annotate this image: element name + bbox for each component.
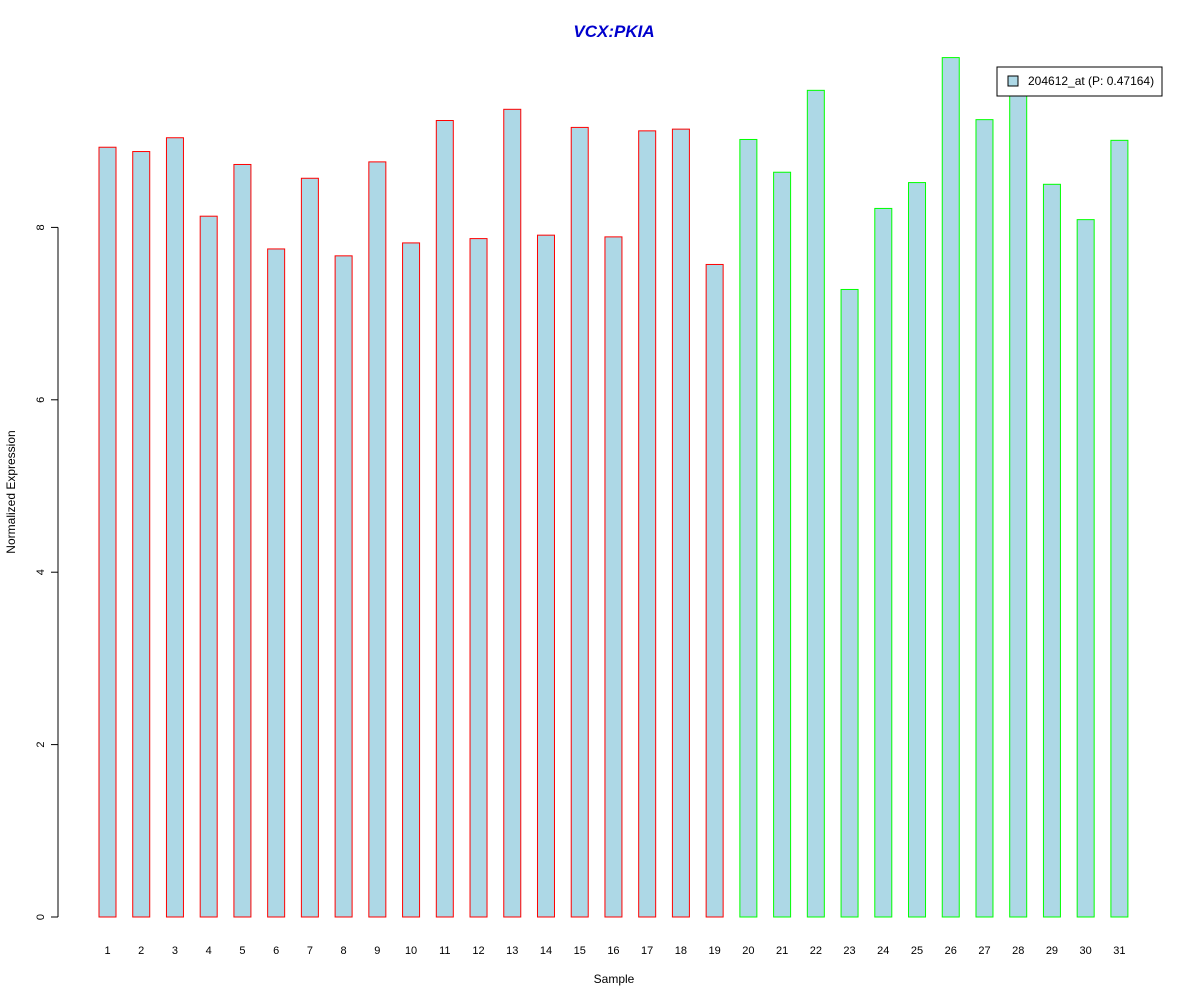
x-tick-label: 16 bbox=[607, 945, 619, 957]
x-axis-label: Sample bbox=[594, 972, 635, 986]
bar-sample-20 bbox=[739, 138, 758, 918]
x-tick-label: 11 bbox=[439, 945, 450, 957]
x-tick-label: 10 bbox=[405, 945, 417, 957]
bar-sample-9 bbox=[368, 161, 387, 918]
bar-sample-29 bbox=[1042, 183, 1061, 918]
chart-title: VCX:PKIA bbox=[573, 22, 654, 41]
x-tick-label: 21 bbox=[776, 945, 788, 957]
y-tick-label: 4 bbox=[35, 569, 47, 575]
bar-sample-27 bbox=[975, 119, 994, 918]
bar-sample-10 bbox=[402, 242, 421, 918]
x-tick-label: 22 bbox=[810, 945, 822, 957]
x-tick-label: 13 bbox=[506, 945, 518, 957]
bar-sample-3 bbox=[165, 137, 184, 918]
y-tick-label: 6 bbox=[35, 397, 47, 403]
bar-sample-6 bbox=[267, 248, 286, 918]
x-tick-label: 8 bbox=[341, 945, 347, 957]
bar-sample-14 bbox=[536, 234, 555, 918]
y-axis-label: Normalized Expression bbox=[4, 430, 18, 553]
legend: 204612_at (P: 0.47164) bbox=[996, 66, 1163, 97]
y-tick-label: 8 bbox=[35, 224, 47, 230]
bar-sample-24 bbox=[874, 207, 893, 918]
bar-sample-31 bbox=[1110, 139, 1129, 918]
x-tick-label: 12 bbox=[472, 945, 484, 957]
x-tick-label: 6 bbox=[273, 945, 279, 957]
bars bbox=[98, 57, 1129, 918]
bar-sample-26 bbox=[941, 57, 960, 918]
x-tick-label: 24 bbox=[877, 945, 889, 957]
x-tick-label: 26 bbox=[945, 945, 957, 957]
y-tick-label: 0 bbox=[35, 914, 47, 920]
x-tick-label: 29 bbox=[1046, 945, 1058, 957]
x-tick-label: 1 bbox=[104, 945, 110, 957]
bar-sample-23 bbox=[840, 288, 859, 918]
x-tick-label: 27 bbox=[978, 945, 990, 957]
x-tick-label: 14 bbox=[540, 945, 552, 957]
x-tick-label: 23 bbox=[843, 945, 855, 957]
legend-label: 204612_at (P: 0.47164) bbox=[1028, 74, 1154, 88]
x-tick-label: 7 bbox=[307, 945, 313, 957]
bar-sample-13 bbox=[503, 108, 522, 918]
bar-sample-4 bbox=[199, 215, 218, 918]
x-tick-label: 5 bbox=[239, 945, 245, 957]
x-tick-label: 3 bbox=[172, 945, 178, 957]
bar-sample-22 bbox=[806, 89, 825, 918]
bar-sample-19 bbox=[705, 263, 724, 918]
bar-sample-2 bbox=[132, 151, 151, 918]
bar-sample-16 bbox=[604, 236, 623, 918]
bar-sample-5 bbox=[233, 163, 252, 918]
x-tick-label: 4 bbox=[206, 945, 212, 957]
legend-swatch bbox=[1007, 75, 1019, 87]
bar-sample-28 bbox=[1009, 88, 1028, 918]
legend-box bbox=[996, 66, 1163, 97]
bar-sample-21 bbox=[773, 171, 792, 918]
bar-sample-12 bbox=[469, 238, 488, 918]
bar-sample-18 bbox=[671, 128, 690, 918]
x-tick-labels: 1 2 3 4 5 6 7 8 9 10 11 12 13 14 15 16 17 18 19 20 21 22 23 24 2… bbox=[104, 945, 1125, 957]
x-tick-label: 19 bbox=[709, 945, 721, 957]
bar-sample-7 bbox=[300, 177, 319, 918]
x-tick-label: 30 bbox=[1080, 945, 1092, 957]
x-tick-label: 18 bbox=[675, 945, 687, 957]
x-tick-label: 15 bbox=[574, 945, 586, 957]
bar-sample-25 bbox=[908, 182, 927, 918]
y-tick-label: 2 bbox=[35, 742, 47, 748]
x-tick-label: 25 bbox=[911, 945, 923, 957]
x-tick-label: 31 bbox=[1113, 945, 1125, 957]
x-tick-label: 20 bbox=[742, 945, 754, 957]
x-tick-label: 2 bbox=[138, 945, 144, 957]
bar-sample-15 bbox=[570, 126, 589, 918]
y-axis: 0 2 4 6 8 bbox=[35, 224, 59, 920]
x-tick-label: 28 bbox=[1012, 945, 1024, 957]
bar-sample-8 bbox=[334, 255, 353, 918]
bar-sample-1 bbox=[98, 146, 117, 918]
x-tick-label: 9 bbox=[374, 945, 380, 957]
bar-sample-11 bbox=[435, 120, 454, 918]
bar-sample-30 bbox=[1076, 219, 1095, 918]
bar-sample-17 bbox=[638, 130, 657, 918]
x-tick-label: 17 bbox=[641, 945, 653, 957]
